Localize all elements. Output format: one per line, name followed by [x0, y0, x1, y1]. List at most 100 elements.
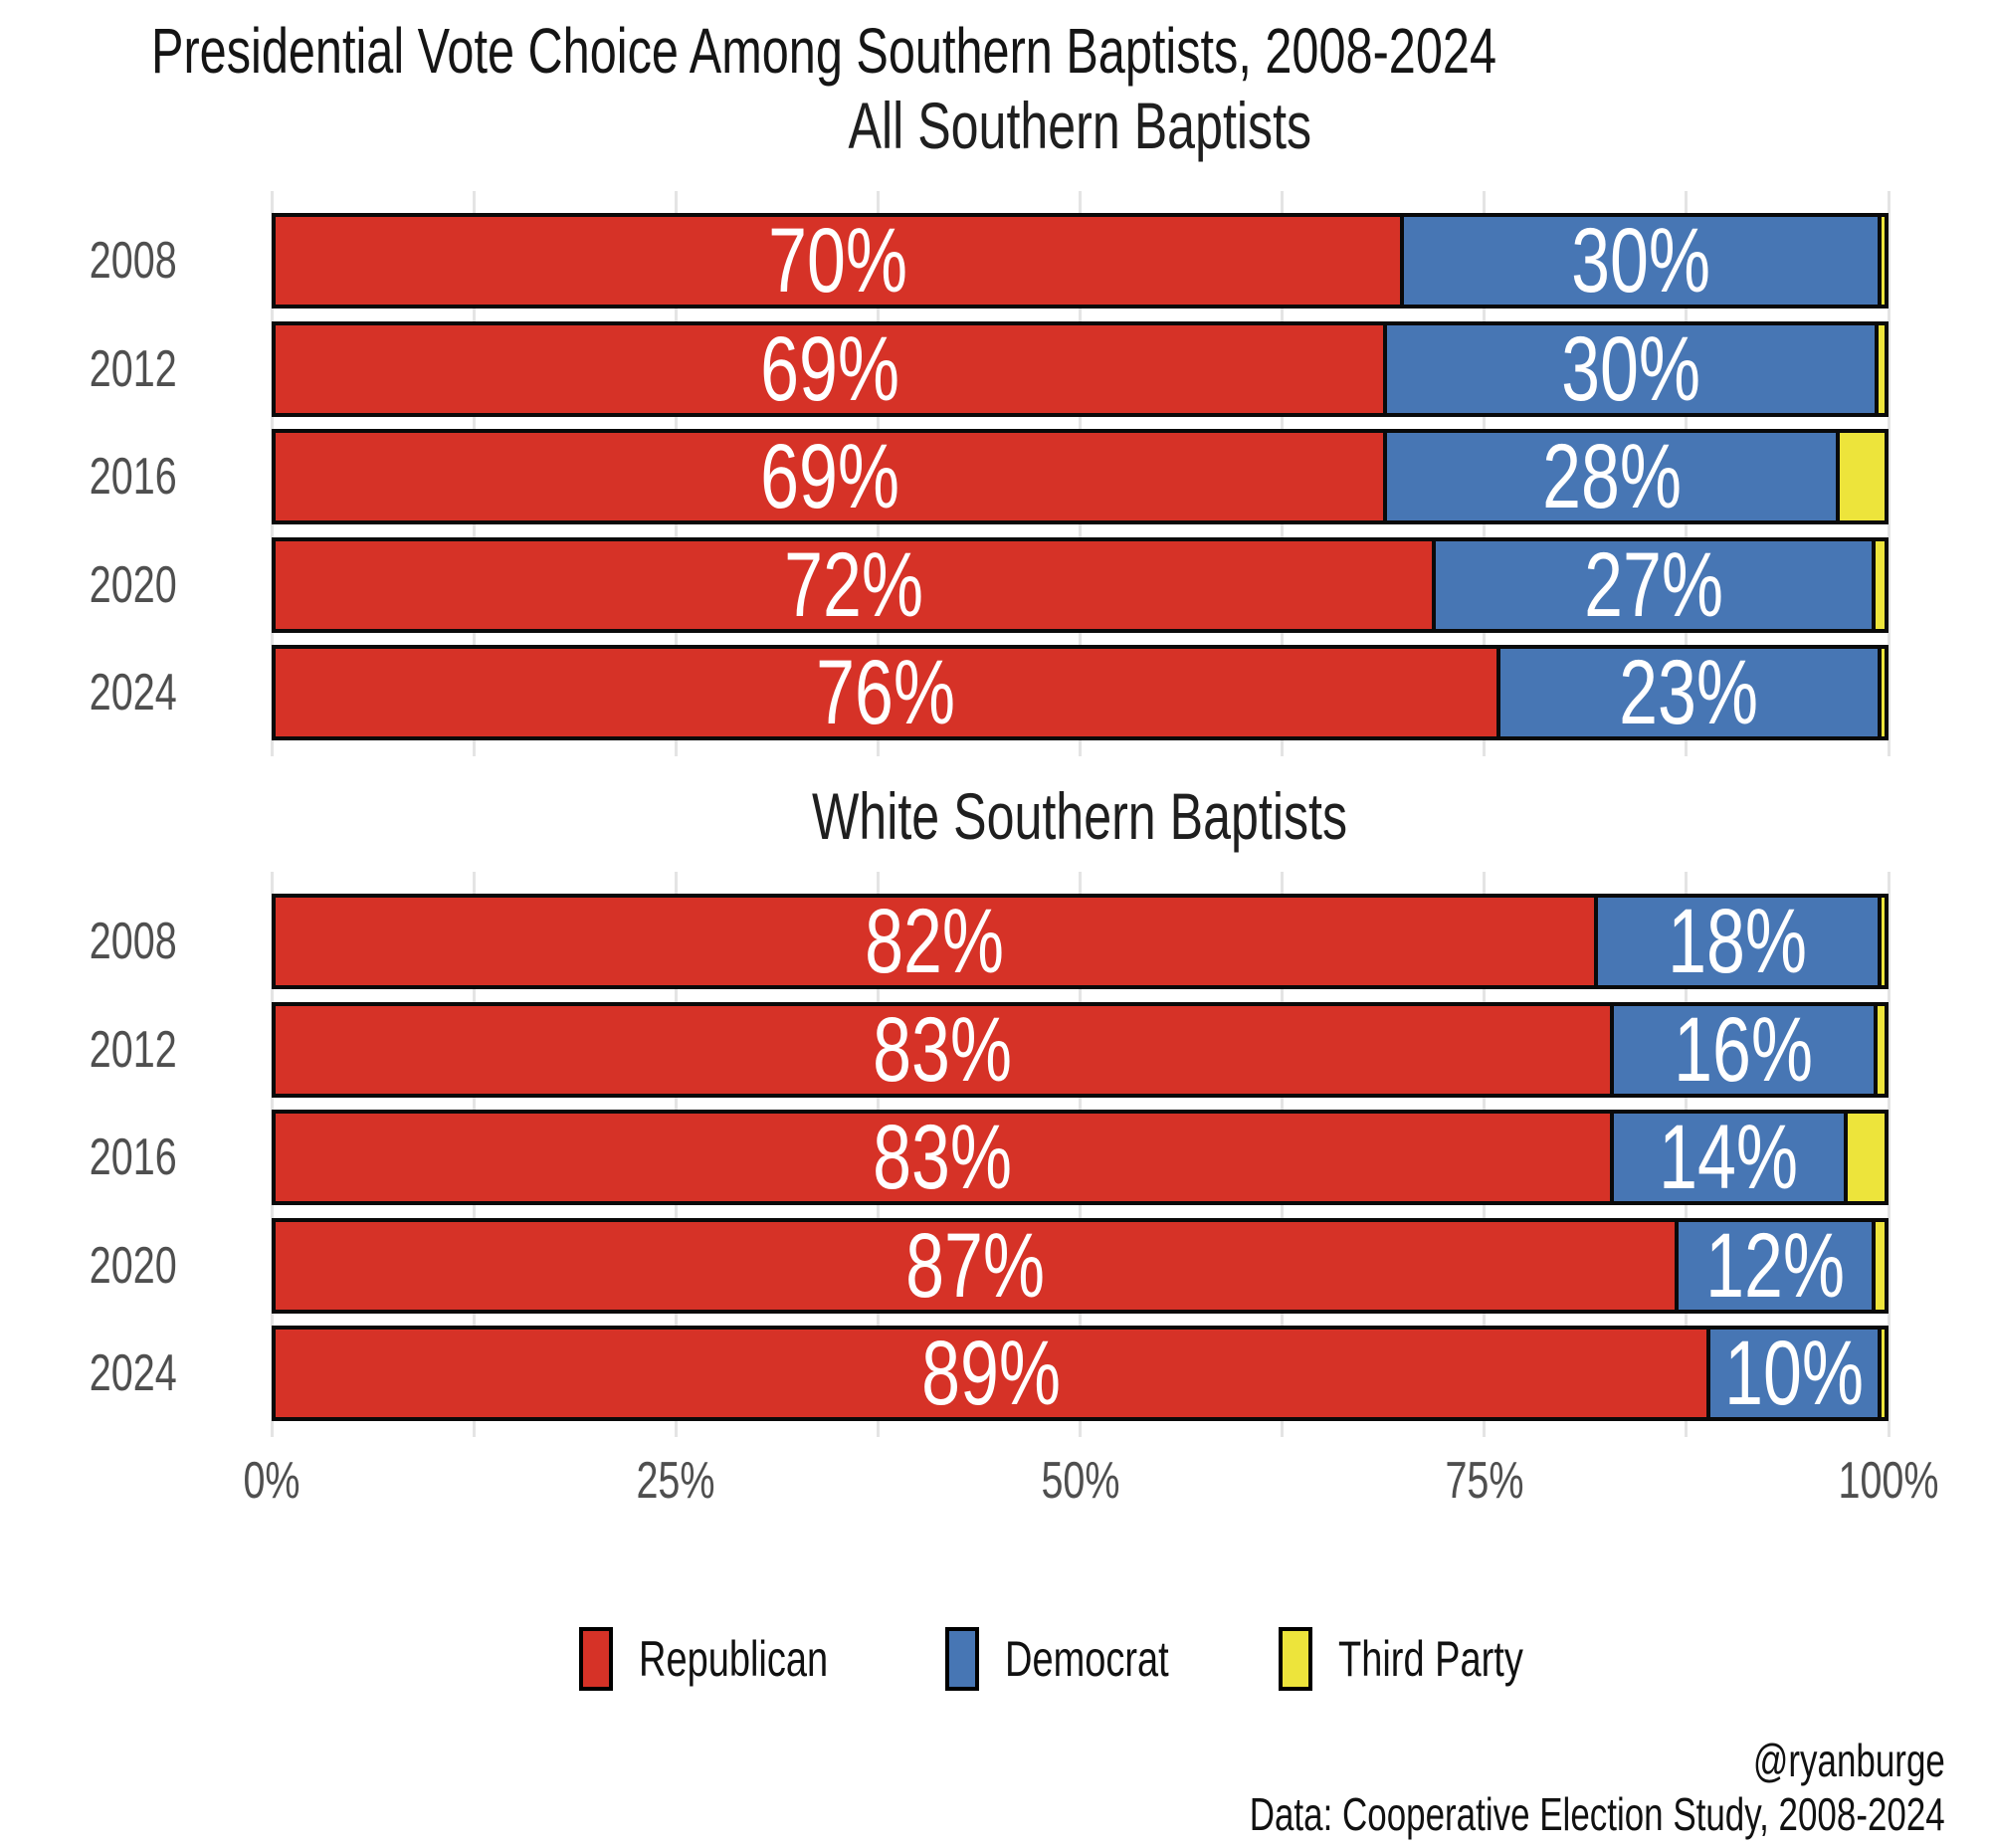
bar-value-label: 16% [1674, 998, 1814, 1101]
legend-item-third_party: Third Party [1278, 1627, 1582, 1691]
bar-value-label: 83% [873, 1107, 1013, 1209]
year-label: 2020 [0, 537, 177, 633]
bar-value-label: 14% [1659, 1107, 1799, 1209]
bar-segment-third-party [1836, 429, 1889, 525]
bar-segment-republican: 89% [272, 1323, 1711, 1425]
bar-row-2016: 2016 83% 14% [90, 1107, 1889, 1209]
bar-value-label: 28% [1541, 426, 1682, 528]
year-label: 2020 [0, 1218, 177, 1314]
bar-row-2020: 2020 87% 12% [90, 1214, 1889, 1317]
bar-segment-third-party [1872, 1217, 1889, 1314]
year-label-text: 2012 [90, 1020, 177, 1079]
bar-segment-republican: 82% [272, 894, 1598, 989]
gridline [1887, 872, 1890, 1437]
bar-segment-democrat: 30% [1383, 317, 1880, 420]
bar-value-label: 12% [1704, 1214, 1845, 1317]
x-axis: 0% 25% 50% 75% 100% [243, 1451, 1938, 1515]
legend: Republican Democrat Third Party [272, 1624, 1889, 1694]
bar-segment-third-party [1877, 1326, 1889, 1422]
year-label-text: 2016 [90, 1129, 177, 1187]
bar-segment-democrat: 18% [1593, 891, 1882, 992]
legend-label-third_party: Third Party [1338, 1630, 1582, 1688]
bar-value-label: 87% [904, 1214, 1045, 1317]
year-label-text: 2020 [90, 1236, 177, 1295]
bar-value-label: 89% [921, 1323, 1062, 1425]
legend-item-democrat: Democrat [944, 1627, 1221, 1691]
bar-segment-third-party [1872, 536, 1889, 633]
year-label-text: 2008 [90, 232, 177, 290]
year-label-text: 2008 [90, 913, 177, 970]
bar-segment-republican: 69% [272, 426, 1388, 528]
year-label-text: 2016 [90, 448, 177, 507]
bar-value-label: 72% [784, 533, 923, 636]
legend-swatch-democrat [944, 1627, 979, 1691]
bar-value-label: 69% [759, 426, 899, 528]
x-axis-tick-text: 50% [1040, 1452, 1120, 1510]
bar-value-label: 30% [1561, 317, 1701, 420]
legend-swatch-republican [578, 1627, 613, 1691]
gridline [1887, 191, 1890, 756]
legend-label-text: Democrat [1004, 1631, 1169, 1687]
x-axis-tick-text: 25% [636, 1452, 715, 1510]
bar-row-2016: 2016 69% 28% [90, 426, 1889, 528]
bar-segment-democrat: 23% [1496, 642, 1882, 744]
bar-segment-third-party [1877, 213, 1889, 308]
bar-segment-third-party [1844, 1110, 1889, 1206]
panel-all-southern-baptists: 2008 70% 30% 2012 69% 30% 2016 69% 28% 2020 72% 27%… [90, 191, 1890, 756]
bar-row-2024: 2024 89% 10% [90, 1323, 1889, 1425]
bar-value-label: 76% [816, 642, 956, 744]
bar-segment-democrat: 10% [1706, 1323, 1882, 1425]
bar-value-label: 82% [865, 891, 1005, 992]
bar-segment-democrat: 12% [1674, 1214, 1876, 1317]
year-label-text: 2024 [90, 1344, 177, 1403]
bar-value-label: 70% [767, 210, 907, 311]
bar-segment-republican: 87% [272, 1214, 1679, 1317]
footer: @ryanburge Data: Cooperative Election St… [1030, 1734, 1945, 1842]
bar-value-label: 23% [1619, 642, 1759, 744]
x-axis-tick-text: 75% [1445, 1452, 1524, 1510]
chart-title: Presidential Vote Choice Among Southern … [151, 14, 1921, 88]
bar-segment-democrat: 27% [1432, 533, 1876, 636]
x-axis-tick-label: 0% [234, 1451, 308, 1511]
chart-title-text: Presidential Vote Choice Among Southern … [151, 15, 1496, 87]
bar-value-label: 30% [1570, 210, 1710, 311]
bar-segment-republican: 70% [272, 213, 1404, 308]
x-axis-tick-text: 0% [243, 1452, 300, 1510]
year-label: 2024 [0, 1326, 177, 1421]
bar-segment-third-party [1877, 894, 1889, 989]
bar-row-2008: 2008 70% 30% [90, 210, 1889, 311]
bar-segment-republican: 83% [272, 1107, 1614, 1209]
bar-value-label: 69% [759, 317, 899, 420]
year-label: 2016 [0, 1110, 177, 1205]
bar-segment-democrat: 28% [1383, 426, 1841, 528]
legend-label-republican: Republican [639, 1630, 888, 1688]
bar-row-2012: 2012 69% 30% [90, 317, 1889, 420]
bar-value-label: 10% [1724, 1323, 1864, 1425]
bar-segment-third-party [1877, 645, 1889, 741]
bar-segment-republican: 69% [272, 317, 1388, 420]
bar-row-2012: 2012 83% 16% [90, 998, 1889, 1101]
bar-row-2020: 2020 72% 27% [90, 533, 1889, 636]
x-axis-tick-label: 50% [1028, 1451, 1131, 1511]
bar-segment-third-party [1875, 320, 1889, 417]
bar-segment-republican: 83% [272, 998, 1614, 1101]
year-label-text: 2024 [90, 664, 177, 722]
year-label: 2008 [0, 213, 177, 308]
year-label-text: 2020 [90, 555, 177, 614]
bar-segment-democrat: 16% [1609, 998, 1878, 1101]
legend-label-text: Republican [638, 1631, 828, 1687]
bar-segment-democrat: 30% [1399, 210, 1882, 311]
panel-white-southern-baptists: 2008 82% 18% 2012 83% 16% 2016 83% 14% 2020 87% 12%… [90, 872, 1890, 1437]
legend-label-democrat: Democrat [1005, 1630, 1221, 1688]
legend-item-republican: Republican [578, 1627, 888, 1691]
bar-value-label: 83% [873, 998, 1013, 1101]
credit-handle: @ryanburge [1753, 1735, 1945, 1786]
year-label: 2008 [0, 894, 177, 989]
panel-title-white: White Southern Baptists [812, 779, 1348, 853]
bar-segment-third-party [1873, 1001, 1889, 1098]
x-axis-tick-label: 25% [624, 1451, 727, 1511]
bar-value-label: 27% [1584, 533, 1723, 636]
bar-value-label: 18% [1668, 891, 1808, 992]
data-source: Data: Cooperative Election Study, 2008-2… [1250, 1788, 1945, 1841]
